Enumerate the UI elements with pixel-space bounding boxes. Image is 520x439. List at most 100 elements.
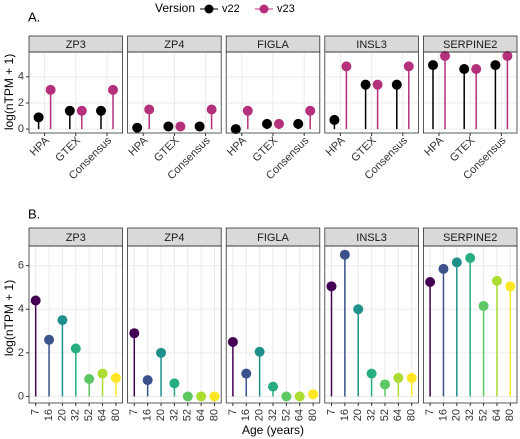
x-tick-label: HPA — [422, 134, 446, 158]
point — [326, 281, 337, 292]
point — [262, 118, 272, 129]
point — [169, 378, 180, 389]
legend-key — [204, 4, 214, 14]
legend-title: Version — [155, 1, 195, 15]
y-axis-label: log(nTPM + 1) — [2, 54, 16, 130]
y-tick-label: 6 — [18, 260, 24, 272]
x-tick-label: 52 — [477, 409, 489, 421]
strip-label: ZP4 — [164, 232, 184, 244]
point — [129, 328, 140, 339]
y-tick-label: 4 — [18, 71, 24, 83]
x-tick-label: 32 — [366, 409, 378, 421]
strip-label: FIGLA — [257, 39, 289, 51]
x-tick-label: 64 — [96, 409, 108, 421]
x-axis-label: Age (years) — [242, 423, 304, 437]
x-tick-label: 32 — [168, 409, 180, 421]
x-tick-label: 64 — [195, 409, 207, 421]
point — [64, 105, 75, 116]
point — [84, 374, 95, 385]
x-tick-label: 52 — [83, 409, 95, 421]
point — [428, 60, 438, 71]
x-tick-label: 20 — [352, 409, 364, 421]
strip-label: SERPINE2 — [443, 39, 497, 51]
point — [44, 334, 55, 345]
x-tick-label: 32 — [70, 409, 82, 421]
panel-border — [324, 51, 419, 134]
point — [274, 118, 284, 129]
x-tick-label: GTEX — [152, 134, 182, 164]
point — [132, 122, 143, 133]
point — [393, 372, 404, 383]
panel-border — [422, 51, 518, 134]
legend-label: v22 — [222, 3, 240, 15]
point — [163, 121, 174, 132]
point — [175, 121, 186, 132]
point — [57, 315, 68, 326]
panel-border — [28, 51, 123, 134]
x-tick-label: 64 — [294, 409, 306, 421]
point — [329, 114, 340, 125]
point — [379, 379, 390, 390]
x-tick-label: 7 — [325, 409, 337, 415]
panel-border — [28, 245, 123, 404]
point — [372, 79, 383, 90]
strip-label: INSL3 — [356, 39, 387, 51]
panel-tag: B. — [28, 206, 40, 221]
point — [459, 63, 470, 74]
point — [194, 121, 205, 132]
point — [30, 295, 41, 306]
point — [391, 79, 402, 90]
x-tick-label: 52 — [280, 409, 292, 421]
x-tick-label: HPA — [324, 134, 348, 158]
point — [451, 257, 462, 268]
point — [242, 105, 253, 116]
x-tick-label: 20 — [155, 409, 167, 421]
x-tick-label: 80 — [504, 409, 516, 421]
y-tick-label: 0 — [18, 123, 24, 135]
point — [490, 60, 501, 71]
point — [33, 112, 44, 123]
point — [305, 105, 316, 116]
point — [406, 372, 417, 383]
point — [209, 391, 220, 402]
point — [76, 105, 87, 116]
x-tick-label: 64 — [491, 409, 503, 421]
x-tick-label: 80 — [406, 409, 418, 421]
point — [465, 252, 476, 263]
point — [45, 84, 56, 95]
x-tick-label: 20 — [56, 409, 68, 421]
panel-border — [127, 51, 222, 134]
panel-border — [225, 51, 321, 134]
panel-border — [422, 245, 518, 404]
strip-label: ZP3 — [66, 39, 86, 51]
panel-tag: A. — [28, 9, 40, 24]
x-tick-label: 16 — [43, 409, 55, 421]
point — [206, 104, 217, 115]
x-tick-label: 80 — [208, 409, 220, 421]
x-tick-label: 7 — [128, 409, 140, 415]
point — [353, 304, 364, 315]
point — [227, 336, 238, 347]
panel-border — [127, 245, 222, 404]
legend-key — [259, 4, 269, 14]
point — [425, 276, 436, 287]
point — [156, 347, 167, 358]
panel-border — [225, 245, 321, 404]
strip-label: ZP3 — [66, 232, 86, 244]
point — [144, 104, 155, 115]
strip-label: FIGLA — [257, 232, 289, 244]
point — [281, 391, 292, 402]
x-tick-label: 20 — [451, 409, 463, 421]
point — [230, 124, 241, 135]
point — [502, 50, 513, 61]
x-tick-label: 16 — [339, 409, 351, 421]
point — [339, 249, 350, 260]
x-tick-label: HPA — [28, 134, 52, 158]
x-tick-label: GTEX — [448, 134, 478, 164]
x-tick-label: 7 — [424, 409, 436, 415]
x-tick-label: 7 — [227, 409, 239, 415]
x-tick-label: GTEX — [349, 134, 379, 164]
point — [366, 368, 377, 379]
x-tick-label: 20 — [254, 409, 266, 421]
